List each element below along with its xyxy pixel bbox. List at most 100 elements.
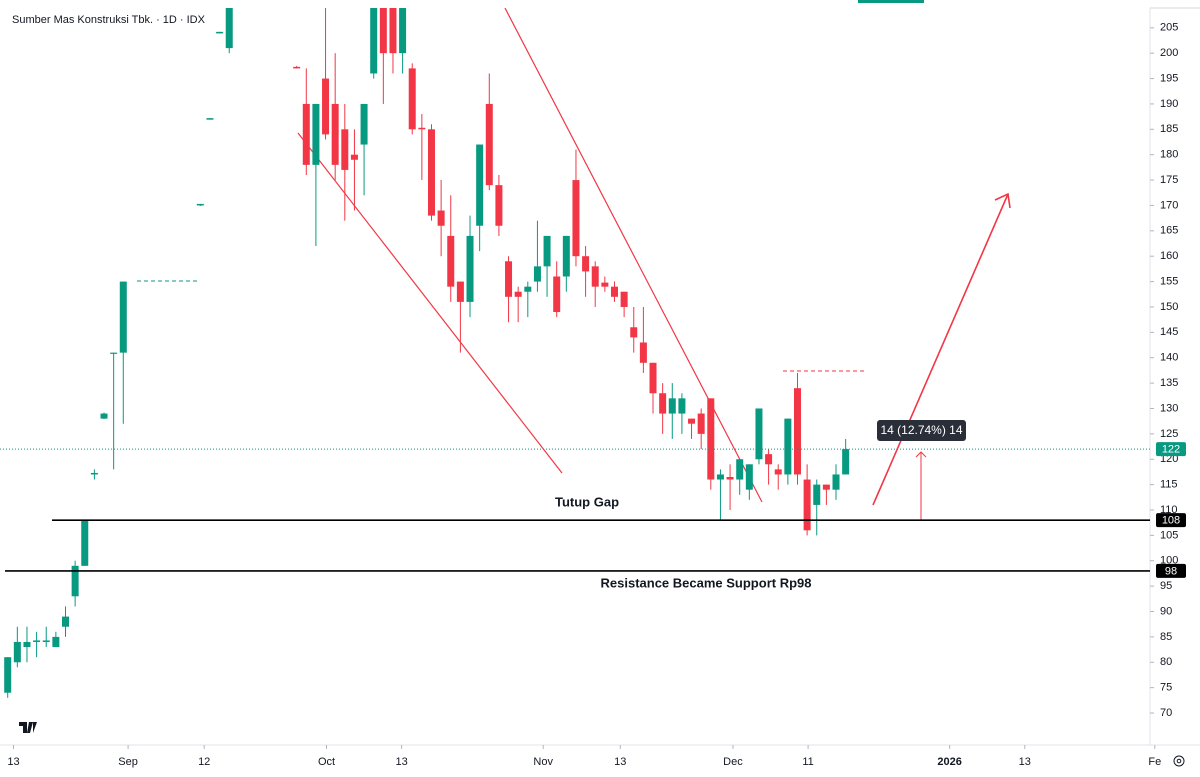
candle-body bbox=[533, 266, 541, 282]
y-tick-label: 180 bbox=[1160, 149, 1178, 161]
candle-body bbox=[61, 616, 69, 627]
y-tick-label: 120 bbox=[1160, 453, 1178, 465]
candle-body bbox=[697, 413, 705, 434]
candle-body bbox=[485, 103, 493, 186]
measure-box bbox=[877, 420, 966, 441]
candle-body bbox=[726, 477, 734, 480]
candle-body bbox=[591, 266, 599, 287]
last-price-box bbox=[1156, 442, 1186, 457]
x-tick-label: 11 bbox=[802, 756, 813, 768]
candle-body bbox=[341, 129, 349, 170]
candle-body bbox=[610, 286, 618, 297]
candle-body bbox=[100, 413, 108, 419]
candle-body bbox=[206, 118, 214, 120]
candle-body bbox=[437, 210, 445, 226]
candle-body bbox=[659, 393, 667, 414]
candle-body bbox=[331, 103, 339, 165]
candle-body bbox=[110, 352, 118, 354]
candle-body bbox=[13, 641, 21, 663]
candle-body bbox=[745, 464, 753, 490]
y-tick-label: 200 bbox=[1160, 47, 1178, 59]
y-tick-label: 85 bbox=[1160, 631, 1172, 643]
x-tick-label: Fe bbox=[1148, 756, 1161, 768]
chart-title: Sumber Mas Konstruksi Tbk. · 1D · IDX bbox=[12, 14, 206, 26]
candle-body bbox=[4, 657, 12, 693]
candle-body bbox=[707, 398, 715, 480]
candle-body bbox=[784, 418, 792, 475]
candle-body bbox=[505, 261, 513, 297]
y-tick-label: 135 bbox=[1160, 377, 1178, 389]
candle-body bbox=[813, 484, 821, 505]
candle-body bbox=[196, 203, 204, 206]
level-label-box bbox=[1156, 563, 1186, 578]
x-tick-label: Nov bbox=[533, 756, 553, 768]
candle-body bbox=[418, 127, 426, 130]
candle-body bbox=[225, 8, 233, 49]
y-tick-label: 150 bbox=[1160, 301, 1178, 313]
candle-body bbox=[389, 8, 397, 54]
candle-body bbox=[495, 185, 503, 226]
candle-body bbox=[822, 484, 830, 490]
candle-body bbox=[379, 8, 387, 54]
x-tick-label: 13 bbox=[614, 756, 626, 768]
x-tick-label: 2026 bbox=[937, 756, 961, 768]
candle-body bbox=[23, 641, 31, 648]
candle-body bbox=[350, 154, 358, 160]
y-tick-label: 95 bbox=[1160, 580, 1172, 592]
logo bbox=[19, 722, 37, 733]
candle-body bbox=[572, 180, 580, 257]
gear[interactable] bbox=[1173, 755, 1185, 767]
y-tick-label: 155 bbox=[1160, 275, 1178, 287]
candle-body bbox=[736, 459, 744, 480]
x-tick-label: 13 bbox=[7, 756, 19, 768]
gear-center bbox=[1176, 758, 1182, 764]
candle-body bbox=[832, 474, 840, 490]
candle-body bbox=[620, 291, 628, 307]
candle-body bbox=[639, 342, 647, 363]
y-tick-label: 125 bbox=[1160, 428, 1178, 440]
y-tick-label: 80 bbox=[1160, 656, 1172, 668]
candle-body bbox=[649, 362, 657, 394]
y-tick-label: 90 bbox=[1160, 605, 1172, 617]
level-label-box bbox=[1156, 513, 1186, 528]
arrow-head bbox=[994, 192, 1011, 209]
y-tick-label: 170 bbox=[1160, 199, 1178, 211]
candle-body bbox=[601, 282, 609, 287]
trend-line bbox=[504, 8, 763, 503]
y-tick-label: 115 bbox=[1160, 479, 1178, 491]
candle-body bbox=[90, 472, 98, 475]
candle-body bbox=[302, 103, 310, 165]
candle-body bbox=[793, 388, 801, 475]
x-tick-label: 12 bbox=[198, 756, 210, 768]
candle-body bbox=[33, 640, 41, 642]
arrow-line bbox=[872, 193, 1009, 506]
y-tick-label: 105 bbox=[1160, 529, 1178, 541]
y-tick-label: 205 bbox=[1160, 22, 1178, 34]
candle-body bbox=[678, 398, 686, 414]
y-tick-label: 160 bbox=[1160, 250, 1178, 262]
y-tick-label: 195 bbox=[1160, 72, 1178, 84]
candle-body bbox=[630, 327, 638, 338]
settings-icon[interactable] bbox=[1173, 755, 1185, 767]
y-tick-label: 130 bbox=[1160, 402, 1178, 414]
candle-body bbox=[456, 281, 464, 302]
candle-body bbox=[360, 103, 368, 145]
candle-body bbox=[774, 469, 782, 475]
x-tick-label: Oct bbox=[318, 756, 335, 768]
candle-body bbox=[668, 398, 676, 414]
candle-body bbox=[688, 418, 696, 424]
candle-body bbox=[322, 78, 330, 135]
x-tick-label: 13 bbox=[396, 756, 408, 768]
candle-body bbox=[312, 103, 320, 165]
candle-body bbox=[81, 520, 89, 566]
candle-body bbox=[119, 281, 127, 353]
level-label: 108 bbox=[1162, 515, 1180, 527]
candle-body bbox=[427, 129, 435, 216]
level-label: 98 bbox=[1165, 565, 1177, 577]
candle-body bbox=[216, 31, 224, 34]
top-button[interactable] bbox=[858, 0, 924, 3]
candle-body bbox=[716, 474, 724, 480]
candle-body bbox=[42, 640, 50, 642]
